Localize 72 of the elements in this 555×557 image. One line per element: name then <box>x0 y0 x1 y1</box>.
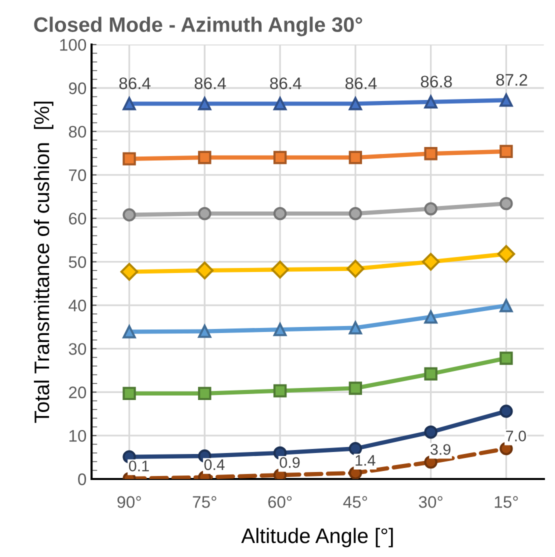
y-tick-label: 20 <box>69 386 86 398</box>
x-tick-label: 30° <box>418 496 442 508</box>
y-tick-label: 50 <box>68 256 86 268</box>
data-label: 86.8 <box>420 76 452 88</box>
y-tick-label: 80 <box>68 126 86 138</box>
point <box>424 367 438 380</box>
point <box>348 442 362 456</box>
y-tick-label: 60 <box>69 212 86 225</box>
point <box>273 97 287 110</box>
point <box>122 386 136 400</box>
data-label: 86.4 <box>119 77 151 90</box>
point <box>273 150 287 164</box>
point <box>198 324 212 338</box>
point <box>273 322 287 336</box>
y-tick-label: 90 <box>68 82 86 94</box>
point <box>198 150 212 164</box>
data-label: 3.9 <box>430 444 450 455</box>
point <box>273 384 287 398</box>
data-label: 86.4 <box>194 77 226 90</box>
point <box>348 382 362 395</box>
data-label: 86.4 <box>270 77 302 90</box>
point <box>500 144 513 158</box>
point <box>500 299 513 312</box>
x-tick-label: 90° <box>117 496 141 508</box>
x-axis-title: Altitude Angle [°] <box>241 528 393 548</box>
y-tick-label: 0 <box>78 473 86 486</box>
data-label: 0.9 <box>280 457 300 468</box>
point <box>346 260 364 278</box>
point <box>422 252 440 271</box>
point <box>122 208 136 222</box>
y-tick-label: 30 <box>68 343 86 355</box>
point <box>348 97 362 110</box>
point <box>497 245 516 263</box>
point <box>122 325 136 338</box>
point <box>424 310 438 324</box>
point <box>500 196 513 210</box>
point <box>198 386 212 400</box>
point <box>424 426 438 439</box>
y-tick-label: 70 <box>69 169 86 182</box>
point <box>273 206 287 220</box>
point <box>198 97 212 110</box>
data-label: 1.4 <box>356 455 376 466</box>
x-tick-label: 45° <box>343 496 368 508</box>
point <box>424 202 438 216</box>
point <box>500 404 513 418</box>
y-axis-title: Total Transmittance of cushion [%] <box>34 102 54 423</box>
point <box>271 260 289 279</box>
data-label: 86.4 <box>345 77 377 90</box>
y-tick-label: 100 <box>60 38 86 51</box>
point <box>198 206 212 220</box>
y-tick-label: 40 <box>68 300 86 312</box>
x-tick-label: 75° <box>192 496 216 508</box>
point <box>122 152 136 166</box>
point <box>424 95 438 109</box>
point <box>500 94 513 107</box>
point <box>348 206 362 220</box>
data-label: 7.0 <box>506 430 526 442</box>
point <box>348 150 362 164</box>
y-tick-label: 10 <box>69 430 86 442</box>
point <box>120 262 138 281</box>
data-label: 0.4 <box>204 459 225 470</box>
x-tick-label: 60° <box>268 496 292 508</box>
point <box>500 352 513 365</box>
point <box>122 97 136 110</box>
point <box>196 262 214 280</box>
point <box>348 466 362 480</box>
point <box>348 321 362 334</box>
chart-title: Closed Mode - Azimuth Angle 30° <box>34 16 362 36</box>
data-label: 0.1 <box>128 460 149 472</box>
data-label: 87.2 <box>496 74 528 86</box>
x-tick-label: 15° <box>494 496 518 508</box>
point <box>424 147 438 160</box>
